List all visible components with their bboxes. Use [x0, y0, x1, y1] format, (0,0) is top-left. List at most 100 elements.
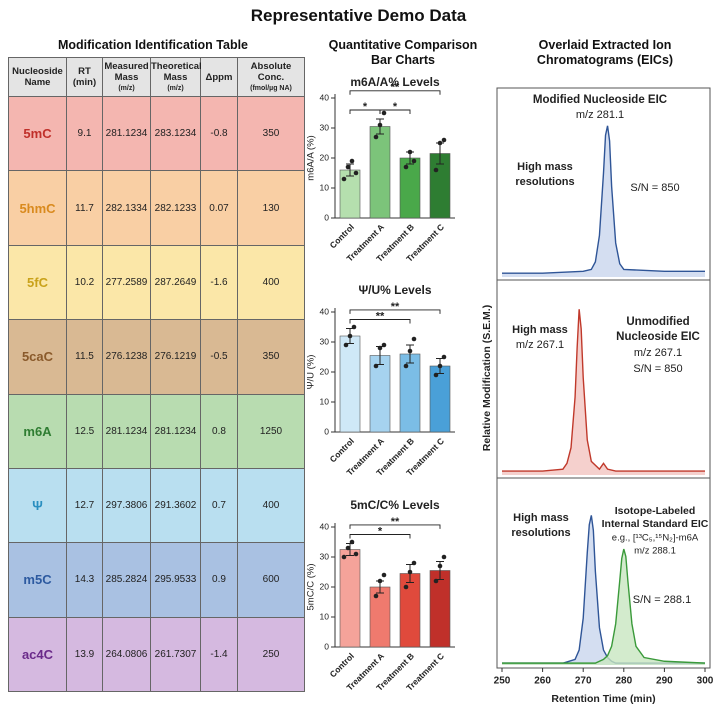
data-point	[437, 563, 443, 569]
annotation: S/N = 850	[630, 182, 679, 194]
bar	[369, 126, 391, 219]
y-tick-label: 20	[320, 581, 330, 591]
data-point	[433, 578, 439, 584]
header-row: Nucleoside Name RT (min) Measured Mass (m/z…	[8, 57, 305, 97]
x-tick-label: 260	[534, 676, 551, 687]
panel-frame	[496, 477, 711, 669]
bar	[399, 573, 421, 648]
annotation: High mass	[517, 161, 573, 173]
eic-trace	[502, 309, 705, 472]
data-point	[349, 158, 355, 164]
annotation: m/z 281.1	[576, 109, 624, 121]
column-name: Measured Mass	[104, 60, 149, 83]
data-point	[373, 363, 379, 369]
annotation: e.g., [¹³C₅,¹⁵N₂]-m6A	[612, 533, 699, 544]
table-cell: 291.3602	[150, 467, 201, 544]
column-unit: (m/z)	[118, 84, 135, 92]
annotation: m/z 288.1	[634, 546, 676, 557]
y-tick-label: 40	[320, 521, 330, 531]
data-point	[407, 569, 413, 575]
bar	[429, 365, 451, 433]
eic-trace	[502, 125, 705, 274]
table-cell: 400	[237, 467, 305, 544]
data-point	[381, 110, 387, 116]
y-tick-label: 30	[320, 122, 330, 132]
peak-fill	[502, 125, 705, 277]
significance-bracket	[349, 319, 411, 324]
table-cell: 276.1219	[150, 319, 201, 395]
y-tick-label: 30	[320, 336, 330, 346]
table-cell: 0.07	[200, 170, 238, 246]
significance-bracket	[379, 109, 411, 114]
eic-section-title: Overlaid Extracted Ion Chromatograms (EI…	[536, 38, 674, 67]
annotation: Unmodified	[626, 316, 689, 328]
column-unit: (fmol/µg NA)	[250, 84, 292, 92]
data-point	[345, 164, 351, 170]
table-row: ac4C 13.9 264.0806 261.7307 -1.4 250	[8, 616, 305, 693]
column-name: Δppm	[205, 71, 233, 83]
data-point	[411, 560, 417, 566]
data-point	[441, 137, 447, 143]
table-cell: 285.2824	[102, 542, 151, 618]
data-point	[377, 122, 383, 128]
data-point	[349, 539, 355, 545]
y-tick-label: 30	[320, 551, 330, 561]
table-cell: 297.3806	[102, 467, 151, 544]
bar	[369, 586, 391, 648]
nucleoside-name: Ψ	[8, 467, 67, 544]
nucleoside-name: m5C	[8, 542, 67, 618]
table-cell: 283.1234	[150, 95, 201, 172]
table-row: 5hmC 11.7 282.1334 282.1233 0.07 130	[8, 170, 305, 246]
annotation: Modified Nucleoside EIC	[533, 94, 667, 106]
x-tick-label: Control	[328, 436, 356, 464]
chart-title: m6A/A% Levels	[350, 75, 440, 89]
y-tick-label: 0	[324, 426, 329, 436]
y-tick-label: 0	[324, 212, 329, 222]
x-tick-label: 290	[656, 676, 673, 687]
data-point	[433, 167, 439, 173]
data-point	[343, 342, 349, 348]
annotation: Internal Standard EIC	[602, 518, 709, 530]
y-tick-label: 40	[320, 92, 330, 102]
x-tick-label: 270	[575, 676, 592, 687]
data-point	[377, 345, 383, 351]
y-tick-label: 20	[320, 366, 330, 376]
data-point	[441, 554, 447, 560]
significance-label: **	[391, 301, 400, 313]
significance-label: **	[391, 516, 400, 528]
data-point	[433, 372, 439, 378]
nucleoside-name: 5caC	[8, 319, 67, 395]
nucleoside-name: 5hmC	[8, 170, 67, 246]
table-cell: 250	[237, 616, 305, 693]
significance-label: **	[391, 82, 400, 94]
x-tick-label: 300	[697, 676, 714, 687]
bar-section-title: Quantitative Comparison Bar Charts	[328, 38, 478, 67]
column-name: Theoretical Mass	[151, 60, 202, 83]
data-point	[441, 354, 447, 360]
error-bar	[406, 344, 414, 364]
annotation: resolutions	[511, 527, 570, 539]
data-point	[407, 348, 413, 354]
data-point	[353, 551, 359, 557]
data-point	[407, 149, 413, 155]
table-cell: -0.8	[200, 95, 238, 172]
x-axis-label: Retention Time (min)	[551, 693, 655, 705]
significance-label: *	[363, 101, 368, 113]
column-name: RT (min)	[72, 66, 97, 88]
table-cell: 0.9	[200, 542, 238, 618]
identification-table: Nucleoside Name RT (min) Measured Mass (m/z…	[8, 57, 305, 693]
table-cell: 282.1334	[102, 170, 151, 246]
annotation: Isotope-Labeled	[615, 505, 696, 517]
table-cell: 295.9533	[150, 542, 201, 618]
data-point	[373, 134, 379, 140]
bar	[339, 335, 361, 433]
table-row: 5caC 11.5 276.1238 276.1219 -0.5 350	[8, 319, 305, 395]
data-point	[381, 342, 387, 348]
data-point	[351, 324, 357, 330]
y-axis-label: Ψ/U (%)	[306, 355, 317, 390]
table-row: m6A 12.5 281.1234 281.1234 0.8 1250	[8, 393, 305, 469]
data-point	[411, 158, 417, 164]
annotation: S/N = 288.1	[633, 594, 691, 606]
y-tick-label: 10	[320, 182, 330, 192]
